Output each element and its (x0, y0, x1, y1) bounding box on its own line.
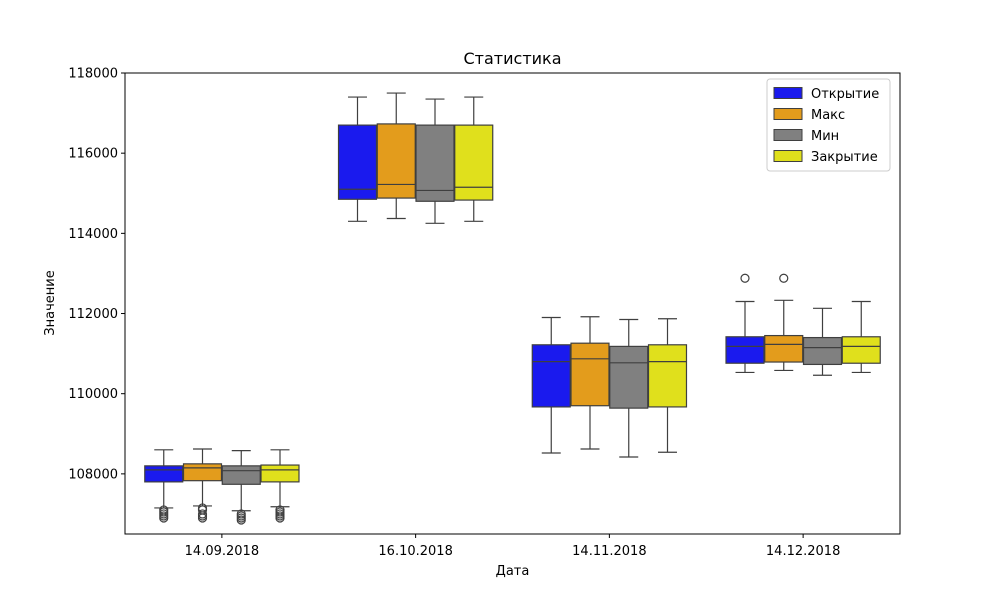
y-tick-label: 116000 (68, 147, 118, 162)
plot-frame (124, 72, 901, 535)
box-2-2 (609, 318, 649, 458)
box-0-1 (337, 96, 378, 222)
box-body (415, 124, 455, 202)
x-tick-label: 14.12.2018 (766, 544, 840, 559)
legend: Открытие Макс Мин Закрытие (766, 78, 891, 172)
legend-swatch (773, 129, 803, 141)
legend-swatch (773, 87, 803, 99)
y-axis-label: Значение (43, 270, 58, 335)
plot-area: 108000 110000 112000 114000 116000 118000 14.0… (68, 67, 881, 559)
box-body (337, 124, 378, 200)
box-0-2 (531, 316, 571, 454)
box-body (144, 465, 184, 483)
outlier-point (236, 509, 246, 519)
box-2-3 (802, 307, 843, 376)
box-body (841, 336, 881, 364)
y-tick-label: 112000 (68, 307, 118, 322)
x-axis-label: Дата (496, 564, 530, 579)
legend-label: Мин (811, 129, 839, 144)
box-3-1 (454, 96, 494, 222)
y-tick-label: 108000 (68, 467, 118, 482)
box-body (221, 465, 261, 485)
box-body (376, 123, 416, 199)
y-tick-label: 118000 (68, 67, 118, 82)
box-body (764, 334, 804, 363)
box-2-0 (221, 450, 261, 525)
legend-label: Открытие (811, 87, 879, 102)
y-tick-label: 110000 (68, 387, 118, 402)
box-body (609, 345, 649, 409)
outlier-point (740, 273, 750, 283)
box-body (647, 344, 688, 408)
box-3-2 (647, 318, 688, 453)
x-tick-label: 16.10.2018 (378, 544, 452, 559)
outlier-point (159, 505, 169, 515)
x-tick-label: 14.11.2018 (572, 544, 646, 559)
outlier-point (779, 273, 789, 283)
legend-frame (766, 78, 891, 172)
box-1-2 (570, 316, 610, 450)
outlier-point (197, 503, 208, 513)
x-tick-label: 14.09.2018 (185, 544, 259, 559)
box-body (725, 336, 765, 364)
box-2-1 (415, 98, 455, 224)
box-3-0 (260, 449, 300, 523)
outlier-point (275, 505, 285, 515)
box-body (570, 342, 610, 407)
legend-label: Закрытие (811, 150, 878, 165)
box-body (454, 124, 494, 201)
box-body (182, 463, 223, 482)
legend-label: Макс (811, 108, 845, 123)
box-0-0 (144, 449, 184, 523)
box-1-3 (764, 273, 804, 372)
box-1-1 (376, 92, 416, 220)
box-0-3 (725, 273, 765, 374)
legend-swatch (773, 150, 803, 162)
box-body (260, 464, 300, 483)
outlier-point (236, 515, 246, 525)
box-body (802, 336, 843, 366)
legend-swatch (773, 108, 803, 120)
box-body (531, 344, 571, 408)
box-3-3 (841, 300, 881, 374)
y-tick-label: 114000 (68, 227, 118, 242)
chart-title: Статистика (464, 49, 562, 68)
box-1-0 (182, 448, 223, 523)
